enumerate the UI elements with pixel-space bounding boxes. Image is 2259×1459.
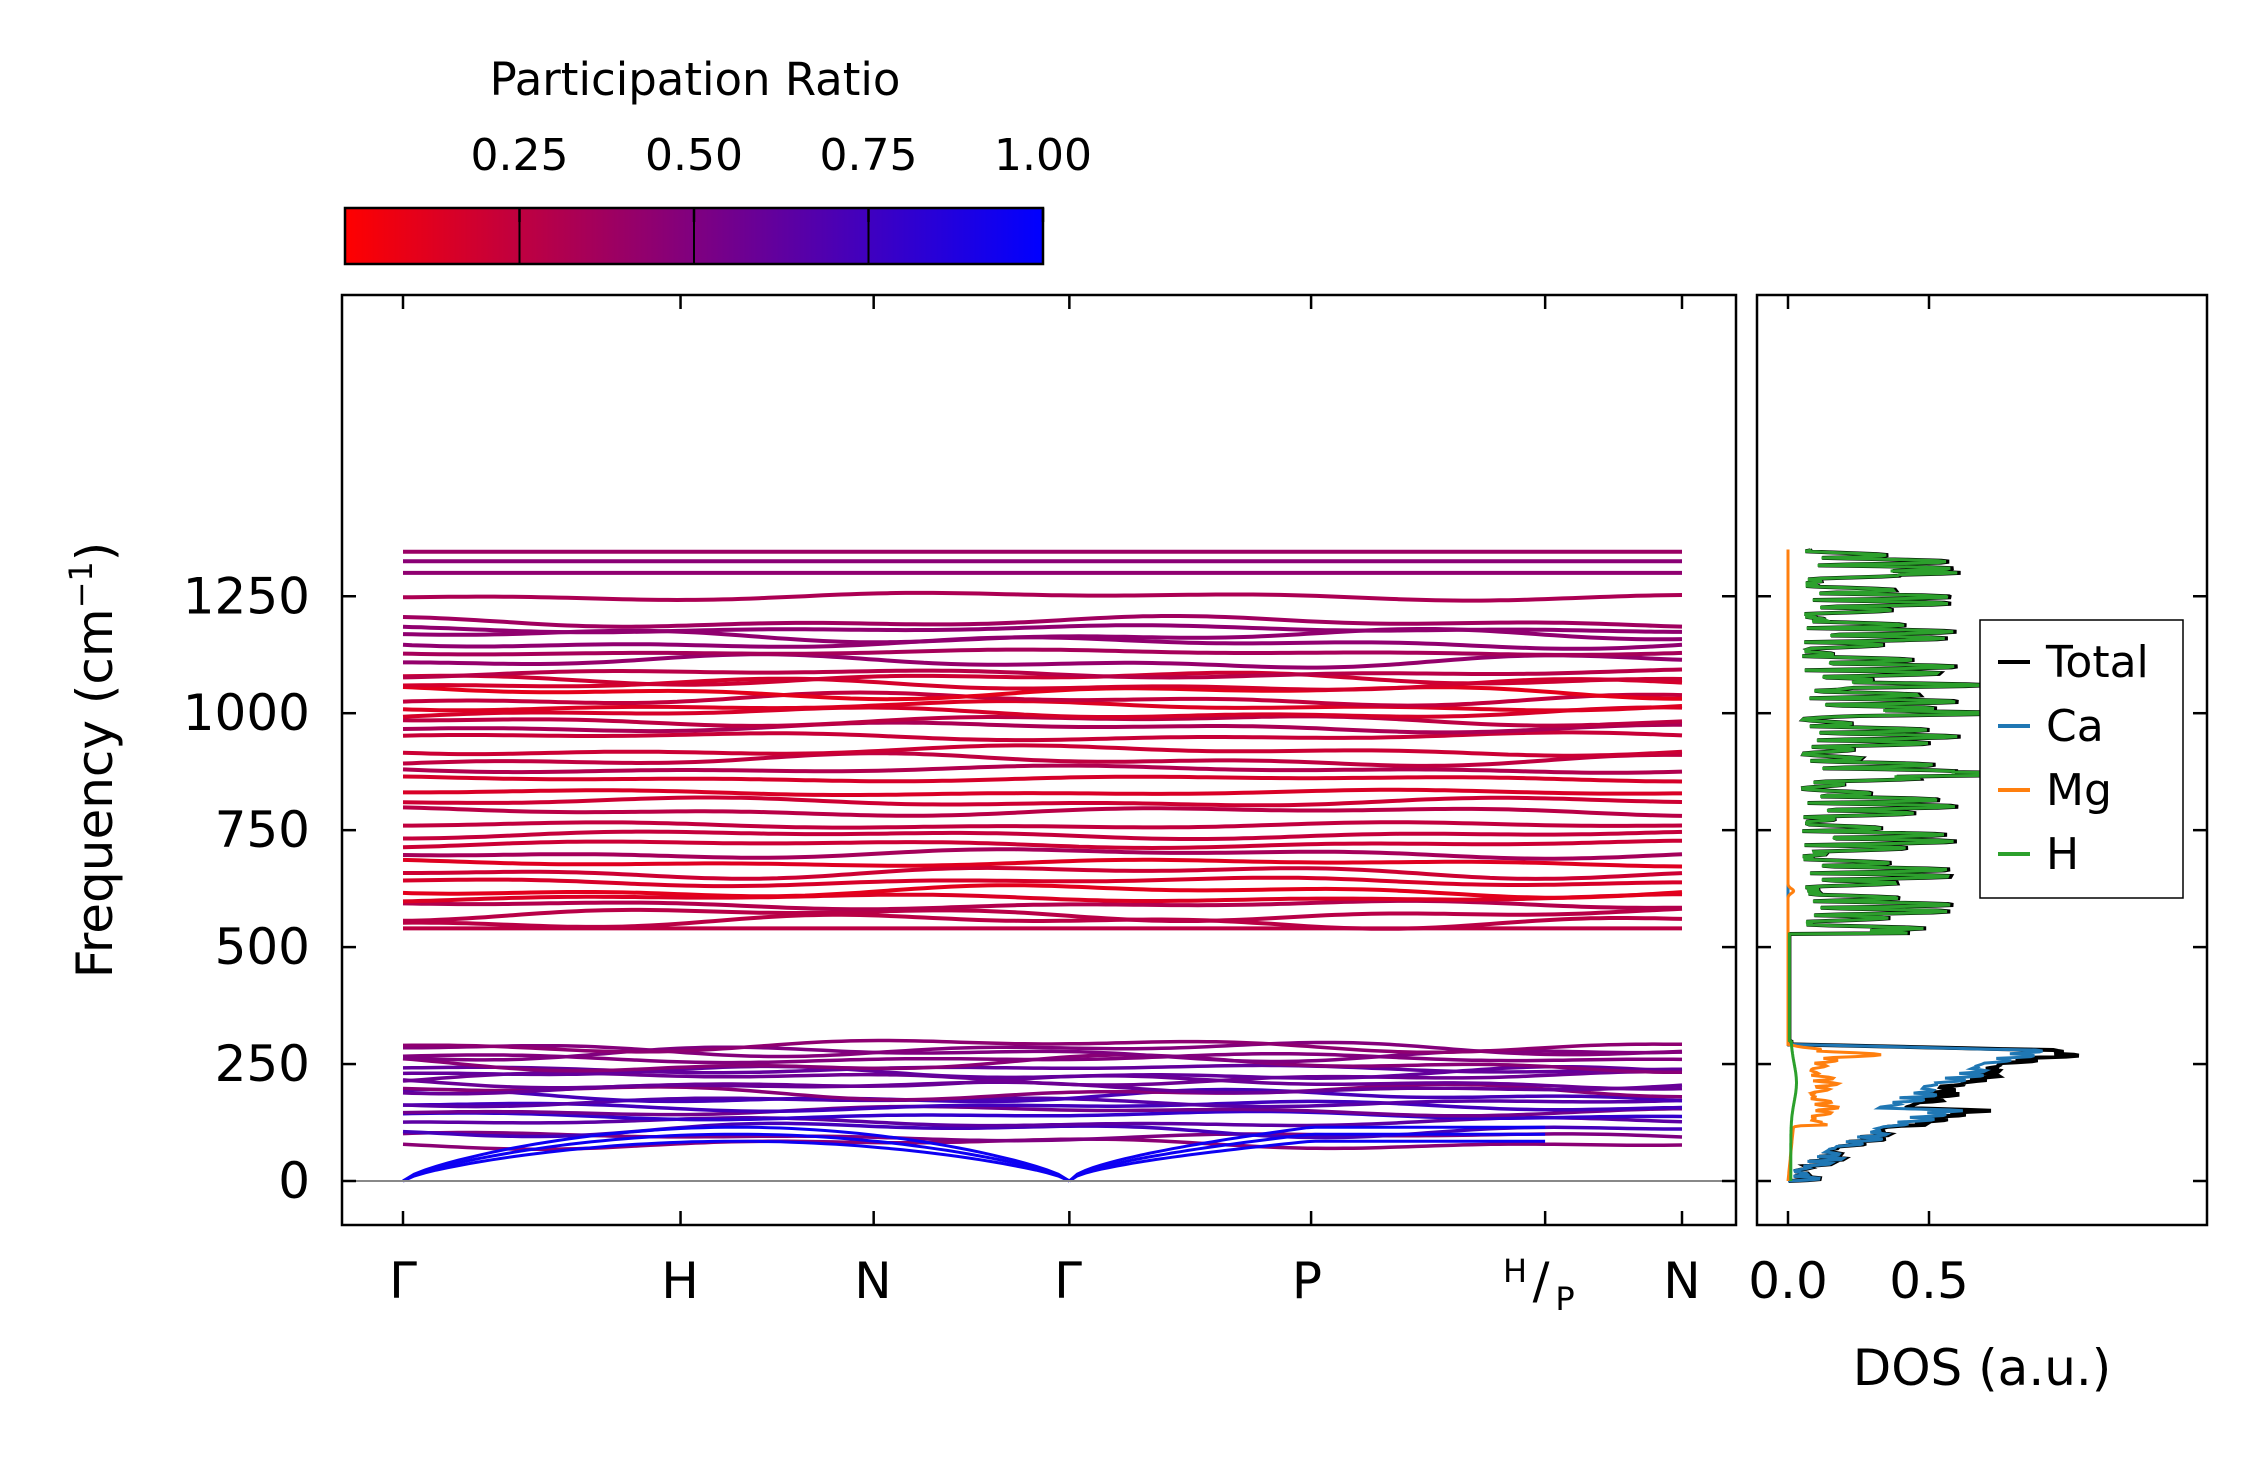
- dos-axis-ticks: 0.0 0.5: [1748, 295, 1969, 1310]
- y-tick-label: 1250: [183, 567, 310, 625]
- kpoint-label-gamma-1: Γ: [389, 1252, 417, 1310]
- phonon-band: [402, 614, 1683, 629]
- dos-mg-curve: [1786, 549, 1882, 1182]
- frequency-label-main: Frequency (cm: [66, 608, 124, 978]
- kpoint-label-p: P: [1292, 1252, 1322, 1310]
- kpoint-label-gamma-2: Γ: [1054, 1252, 1082, 1310]
- frequency-axis-label: Frequency (cm−1): [62, 542, 124, 979]
- colorbar-tick-label: 0.50: [645, 130, 743, 181]
- dos-frequency-ticks: [1757, 595, 2207, 1183]
- phonon-band: [402, 774, 1683, 784]
- kpoint-label-hp-bottom: P: [1555, 1280, 1574, 1318]
- phonon-band: [402, 1052, 1683, 1065]
- phonon-band: [403, 787, 1682, 797]
- phonon-band: [1068, 1132, 1546, 1183]
- band-structure-panel: 0 250 500 750 1000 1250 Γ H N Γ P H / P N Fre…: [62, 293, 1738, 1318]
- frequency-label-sup: −1: [62, 561, 100, 608]
- colorbar: Participation Ratio 0.25 0.50 0.75 1.00: [343, 53, 1092, 266]
- dos-curves: [1786, 548, 2080, 1183]
- colorbar-tick-label: 0.25: [471, 130, 569, 181]
- phonon-band: [402, 670, 1683, 687]
- y-tick-label: 1000: [183, 684, 310, 742]
- phonon-band: [402, 1099, 1683, 1113]
- legend-frame: [1979, 619, 2184, 899]
- colorbar-tick-label: 0.75: [820, 130, 918, 181]
- dos-axes-frame: [1755, 293, 2209, 1227]
- kpoint-label-hp-slash: /: [1533, 1252, 1550, 1310]
- phonon-band: [402, 1109, 1683, 1122]
- phonon-band: [402, 838, 1683, 851]
- dos-x-tick-label: 0.0: [1748, 1252, 1828, 1310]
- phonon-bands: [402, 549, 1683, 1183]
- phonon-band: [403, 652, 1683, 670]
- phonon-band: [402, 857, 1683, 869]
- colorbar-tick-label: 1.00: [994, 130, 1092, 181]
- legend-label-h: H: [2046, 829, 2079, 880]
- phonon-band: [403, 820, 1683, 830]
- kpoint-label-hp-top: H: [1503, 1252, 1527, 1290]
- phonon-band: [402, 1038, 1683, 1055]
- colorbar-title: Participation Ratio: [490, 53, 901, 106]
- y-tick-label: 250: [215, 1035, 310, 1093]
- phonon-band: [402, 743, 1683, 758]
- phonon-band: [402, 1087, 1683, 1104]
- phonon-band: [402, 906, 1683, 923]
- phonon-band: [402, 685, 1682, 702]
- phonon-band: [402, 751, 1682, 768]
- phonon-band: [402, 647, 1683, 657]
- kpoint-label-h-p: H / P: [1503, 1252, 1575, 1318]
- phonon-band: [402, 1132, 1071, 1183]
- colorbar-ticks: 0.25 0.50 0.75 1.00: [471, 130, 1092, 264]
- legend-label-mg: Mg: [2046, 765, 2112, 816]
- y-tick-label: 500: [215, 918, 310, 976]
- phonon-band: [402, 730, 1683, 743]
- phonon-band: [402, 1125, 1071, 1183]
- band-axes-frame: [340, 293, 1738, 1227]
- phonon-band: [402, 763, 1683, 775]
- phonon-band: [402, 590, 1683, 603]
- phonon-band: [402, 883, 1683, 900]
- phonon-band: [403, 865, 1683, 881]
- frequency-label-close: ): [66, 542, 124, 562]
- phonon-band: [402, 1139, 1071, 1183]
- phonon-band: [402, 1104, 1683, 1118]
- phonon-band: [402, 714, 1683, 728]
- y-tick-label: 750: [215, 801, 310, 859]
- dos-panel: 0.0 0.5 DOS (a.u.) Total Ca Mg H: [1748, 293, 2209, 1397]
- phonon-band: [402, 720, 1682, 735]
- phonon-band: [402, 875, 1682, 889]
- phonon-band: [402, 912, 1683, 931]
- phonon-band: [402, 635, 1683, 651]
- phonon-band: [402, 690, 1683, 708]
- dos-legend: Total Ca Mg H: [1979, 619, 2184, 899]
- phonon-band: [402, 898, 1683, 912]
- dos-axis-label: DOS (a.u.): [1853, 1339, 2112, 1397]
- dos-h-curve: [1787, 548, 2051, 1181]
- kpoint-label-n-2: N: [1663, 1252, 1700, 1310]
- legend-label-total: Total: [2045, 637, 2149, 688]
- frequency-axis-ticks: 0 250 500 750 1000 1250: [183, 567, 1736, 1210]
- phonon-band: [1068, 1139, 1546, 1183]
- phonon-band: [402, 705, 1683, 719]
- legend-label-ca: Ca: [2046, 701, 2104, 752]
- kpoint-label-n-1: N: [854, 1252, 891, 1310]
- phonon-band: [402, 892, 1683, 904]
- phonon-band: [402, 847, 1683, 861]
- kpoint-label-h: H: [661, 1252, 699, 1310]
- phonon-band: [402, 805, 1683, 818]
- phonon-band: [402, 795, 1683, 808]
- y-tick-label: 0: [278, 1152, 310, 1210]
- phonon-band: [402, 667, 1683, 680]
- phonon-band: [403, 829, 1683, 841]
- dos-x-tick-label: 0.5: [1889, 1252, 1969, 1310]
- phonon-band: [402, 623, 1682, 635]
- kpoint-axis-ticks: [401, 295, 1684, 1225]
- phonon-band: [1068, 1125, 1546, 1183]
